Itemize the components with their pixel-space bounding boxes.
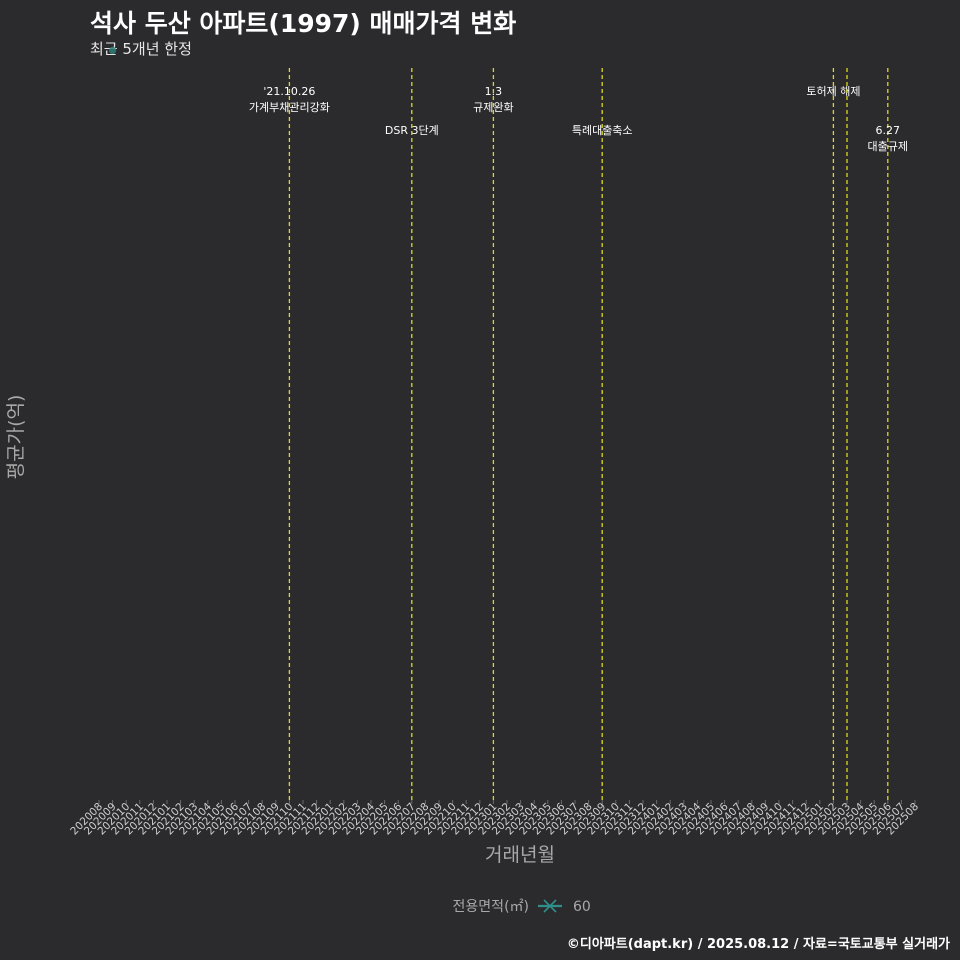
event-label: 1.3 [485, 85, 503, 98]
event-label: 대출규제 [868, 140, 908, 153]
event-label: 토허제 해제 [806, 84, 860, 98]
axes: 1.25억1.5억1.75억20200820200920201020201120… [68, 800, 921, 837]
legend-cross-swatch [543, 899, 557, 913]
scatter-points [109, 46, 117, 55]
event-label: 6.27 [876, 124, 901, 137]
x-axis-title: 거래년월 [485, 844, 555, 866]
event-label: DSR 3단계 [385, 124, 439, 137]
data-point [109, 46, 117, 55]
chart-subtitle: 최근 5개년 한정 [90, 40, 192, 58]
chart-title: 석사 두산 아파트(1997) 매매가격 변화 [90, 9, 517, 38]
event-label: '21.10.26 [263, 85, 315, 98]
y-axis-title: 평균가(억) [5, 395, 27, 480]
event-label: 규제완화 [473, 101, 513, 114]
legend-entry-60: 60 [573, 899, 591, 915]
legend: 전용면적(㎡) 60 [453, 899, 591, 915]
source-credit: ©디아파트(dapt.kr) / 2025.08.12 / 자료=국토교통부 실… [566, 937, 950, 952]
event-label: 특례대출축소 [572, 124, 633, 137]
event-label: 가계부채관리강화 [249, 101, 330, 114]
legend-title: 전용면적(㎡) [453, 899, 529, 915]
